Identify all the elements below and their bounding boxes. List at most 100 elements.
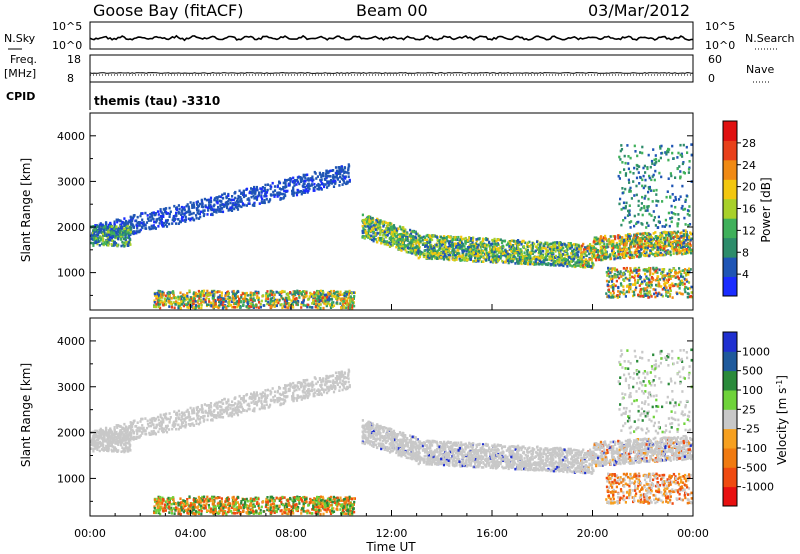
power-cell [421,239,424,242]
power-cell [305,187,308,191]
power-cell [435,243,438,247]
power-cell [166,212,169,215]
power-cell [106,232,109,235]
power-cell [454,242,457,245]
power-cell [638,242,641,245]
power-cell [686,151,689,154]
power-cell [181,215,184,219]
power-cell [575,256,578,259]
power-cell [391,243,394,247]
power-cell [219,205,222,208]
power-cell [640,202,643,205]
power-cell [400,227,403,231]
power-cell [470,255,473,258]
power-cell [93,232,96,235]
power-cell [377,224,380,228]
power-cell [101,232,104,236]
power-cell [569,264,572,267]
power-cell [661,234,664,237]
power-cell [656,248,659,251]
power-cell [397,246,400,250]
power-cell [552,264,555,267]
power-cell [629,186,632,190]
power-cell [554,264,557,267]
power-cell [514,242,517,246]
power-cell [381,234,384,237]
power-cell [614,256,617,259]
power-cell [485,253,488,257]
power-cell [596,249,599,252]
power-cell [339,298,342,302]
power-cell [642,186,645,190]
power-cell [557,258,560,261]
power-cell [465,256,468,259]
power-cell [666,190,669,193]
cpid-value: themis (tau) -3310 [94,94,220,108]
power-cell [114,242,118,245]
power-cell [632,294,635,298]
power-cell [334,176,337,179]
power-cell [571,250,574,253]
power-cell [238,297,241,301]
power-cell [654,157,658,161]
power-cell [688,295,691,299]
power-cell [210,304,213,307]
power-cell [643,289,646,293]
power-cell [317,304,320,308]
power-cell [173,301,176,304]
power-cell [284,189,287,193]
power-cell [618,202,621,206]
power-cell [281,306,284,309]
power-cell [595,242,599,246]
power-cell [566,248,569,251]
power-cell [202,209,205,213]
power-cell [616,246,620,249]
power-cell [683,277,686,281]
power-cell [377,226,380,230]
power-cell [629,170,632,174]
power-cell [637,245,640,249]
power-cell [259,187,262,190]
power-cell [689,238,692,242]
power-cell [516,244,519,248]
power-cell [385,240,388,243]
power-cell [373,230,376,234]
power-cell [442,238,445,242]
power-cell [681,245,685,249]
power-cell [235,300,238,303]
power-cell [345,299,349,303]
power-cell [604,237,607,240]
power-cell [518,240,521,244]
power-cell [657,226,660,229]
power-cell [273,185,277,188]
power-cell [428,256,431,260]
power-cell [315,302,318,306]
power-cell [494,245,497,249]
power-cell [650,236,653,239]
power-cell [340,293,343,296]
power-cell [102,239,105,243]
power-cell [481,237,485,241]
power-cell [646,209,649,212]
power-cell [573,257,576,261]
power-cell [257,193,260,197]
power-cell [269,300,272,304]
power-cell [678,251,681,254]
power-cell [343,306,346,309]
power-cell [369,237,372,241]
power-cell [257,306,261,309]
power-cell [411,235,414,238]
power-cell [466,239,469,242]
power-cell [523,251,526,254]
power-cell [287,178,290,181]
power-cell [264,299,267,303]
power-cell [182,293,185,297]
power-cell [169,210,172,214]
power-cell [96,242,99,246]
power-cell [395,240,398,243]
power-cell [180,205,183,209]
power-cell [119,233,122,236]
power-cell [519,261,522,265]
power-cell [314,299,318,303]
power-cell [674,243,678,246]
